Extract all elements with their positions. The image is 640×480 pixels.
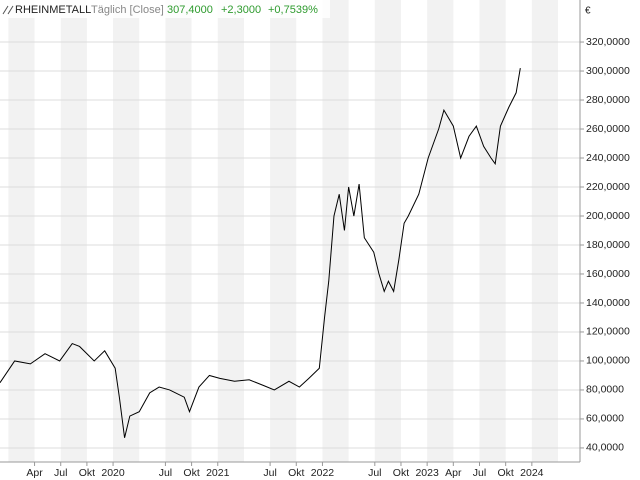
y-tick-label: 60,0000 [586, 413, 624, 425]
icon [2, 5, 14, 15]
y-tick-label: 320,0000 [586, 36, 630, 48]
y-tick-label: 240,0000 [586, 152, 630, 164]
y-tick-label: 260,0000 [586, 123, 630, 135]
y-tick-label: 300,0000 [586, 65, 630, 77]
subtitle: Täglich [Close] [91, 4, 164, 16]
quarter-band [270, 0, 297, 462]
quarter-band [113, 0, 140, 462]
price-line [0, 68, 521, 438]
x-tick-label: Jul [368, 467, 381, 479]
grid [0, 41, 584, 466]
bands [8, 0, 559, 462]
y-tick-label: 220,0000 [586, 181, 630, 193]
x-tick-label: Okt [497, 467, 513, 479]
quarter-band [217, 0, 244, 462]
x-tick-label: Okt [393, 467, 409, 479]
x-tick-label: Jul [473, 467, 486, 479]
quarter-band [322, 0, 349, 462]
x-tick-label: Okt [79, 467, 95, 479]
x-tick-label: Okt [183, 467, 199, 479]
x-tick-label: 2022 [311, 467, 335, 479]
quarter-band [479, 0, 506, 462]
chart-title: RHEINMETALL [15, 4, 91, 16]
y-tick-label: 80,0000 [586, 384, 624, 396]
quarter-band [531, 0, 559, 462]
quarter-band [427, 0, 454, 462]
change: +2,3000 [221, 4, 261, 16]
x-tick-label: 2023 [415, 467, 439, 479]
y-unit: € [585, 6, 591, 17]
quarter-band [60, 0, 87, 462]
y-tick-label: 140,0000 [586, 297, 630, 309]
quarter-band [165, 0, 192, 462]
x-tick-label: 2021 [206, 467, 230, 479]
header-bg [0, 0, 330, 18]
x-tick-label: Jul [263, 467, 276, 479]
quarter-band [374, 0, 401, 462]
y-tick-label: 40,0000 [586, 442, 624, 454]
last-price: 307,4000 [167, 4, 213, 16]
y-tick-label: 200,0000 [586, 210, 630, 222]
y-tick-label: 280,0000 [586, 94, 630, 106]
x-tick-label: Jul [159, 467, 172, 479]
x-tick-label: 2020 [101, 467, 125, 479]
x-tick-label: Apr [445, 467, 462, 479]
change-pct: +0,7539% [268, 4, 318, 16]
quarter-band [8, 0, 35, 462]
plot [0, 68, 521, 438]
x-tick-label: Jul [54, 467, 67, 479]
y-tick-label: 120,0000 [586, 326, 630, 338]
x-tick-label: 2024 [520, 467, 544, 479]
y-tick-label: 160,0000 [586, 268, 630, 280]
x-tick-label: Okt [288, 467, 304, 479]
y-tick-label: 100,0000 [586, 355, 630, 367]
x-tick-label: Apr [26, 467, 43, 479]
y-tick-label: 180,0000 [586, 239, 630, 251]
